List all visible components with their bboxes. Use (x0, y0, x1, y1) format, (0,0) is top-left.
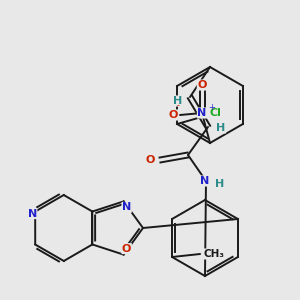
Text: -: - (176, 101, 179, 110)
Text: N: N (122, 202, 131, 212)
Text: O: O (168, 110, 178, 120)
Text: H: H (215, 179, 225, 189)
Text: H: H (173, 96, 183, 106)
Text: N: N (200, 176, 210, 186)
Text: H: H (216, 123, 226, 133)
Text: CH₃: CH₃ (204, 249, 225, 259)
Text: N: N (28, 208, 37, 218)
Text: Cl: Cl (209, 108, 221, 118)
Text: O: O (122, 244, 131, 254)
Text: O: O (145, 155, 155, 165)
Text: O: O (197, 80, 207, 90)
Text: N: N (197, 108, 207, 118)
Text: +: + (208, 103, 215, 112)
